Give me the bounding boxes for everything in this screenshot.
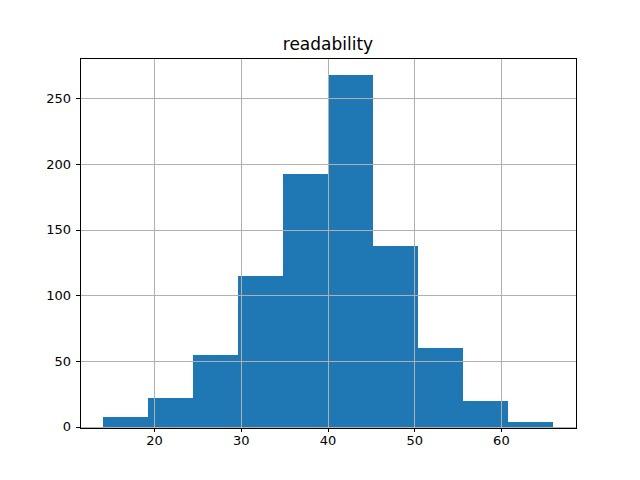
y-gridline [80,295,576,296]
y-gridline [80,361,576,362]
y-tick-label: 100 [29,288,71,304]
y-tick-mark [76,98,80,99]
x-tick-label: 40 [308,433,348,448]
x-gridline [414,58,415,428]
histogram-bar [373,246,418,427]
x-tick-label: 30 [221,433,261,448]
y-tick-mark [76,295,80,296]
y-tick-mark [76,230,80,231]
histogram-bar [238,276,283,427]
x-tick-mark [501,428,502,432]
histogram-bar [328,75,373,427]
x-tick-label: 60 [481,433,521,448]
y-gridline [80,98,576,99]
histogram-bar [103,417,148,428]
x-tick-label: 50 [395,433,435,448]
figure-canvas: readability 2030405060050100150200250 [0,0,640,480]
x-tick-mark [414,428,415,432]
x-gridline [241,58,242,428]
plot-area: 20 30 40 50 60 0 50 100 150 200 250 [0,0,640,480]
y-tick-label: 0 [29,419,71,435]
histogram-bar [283,174,328,428]
x-gridline [154,58,155,428]
x-tick-mark [241,428,242,432]
y-gridline [80,164,576,165]
x-gridline [328,58,329,428]
y-tick-mark [76,361,80,362]
x-tick-label: 20 [135,433,175,448]
y-tick-label: 150 [29,222,71,238]
x-gridline [501,58,502,428]
histogram-bar [193,355,238,427]
y-gridline [80,230,576,231]
y-tick-mark [76,164,80,165]
x-tick-mark [328,428,329,432]
x-tick-mark [154,428,155,432]
y-tick-mark [76,427,80,428]
y-tick-label: 50 [29,354,71,370]
y-tick-label: 250 [29,91,71,107]
y-tick-label: 200 [29,157,71,173]
